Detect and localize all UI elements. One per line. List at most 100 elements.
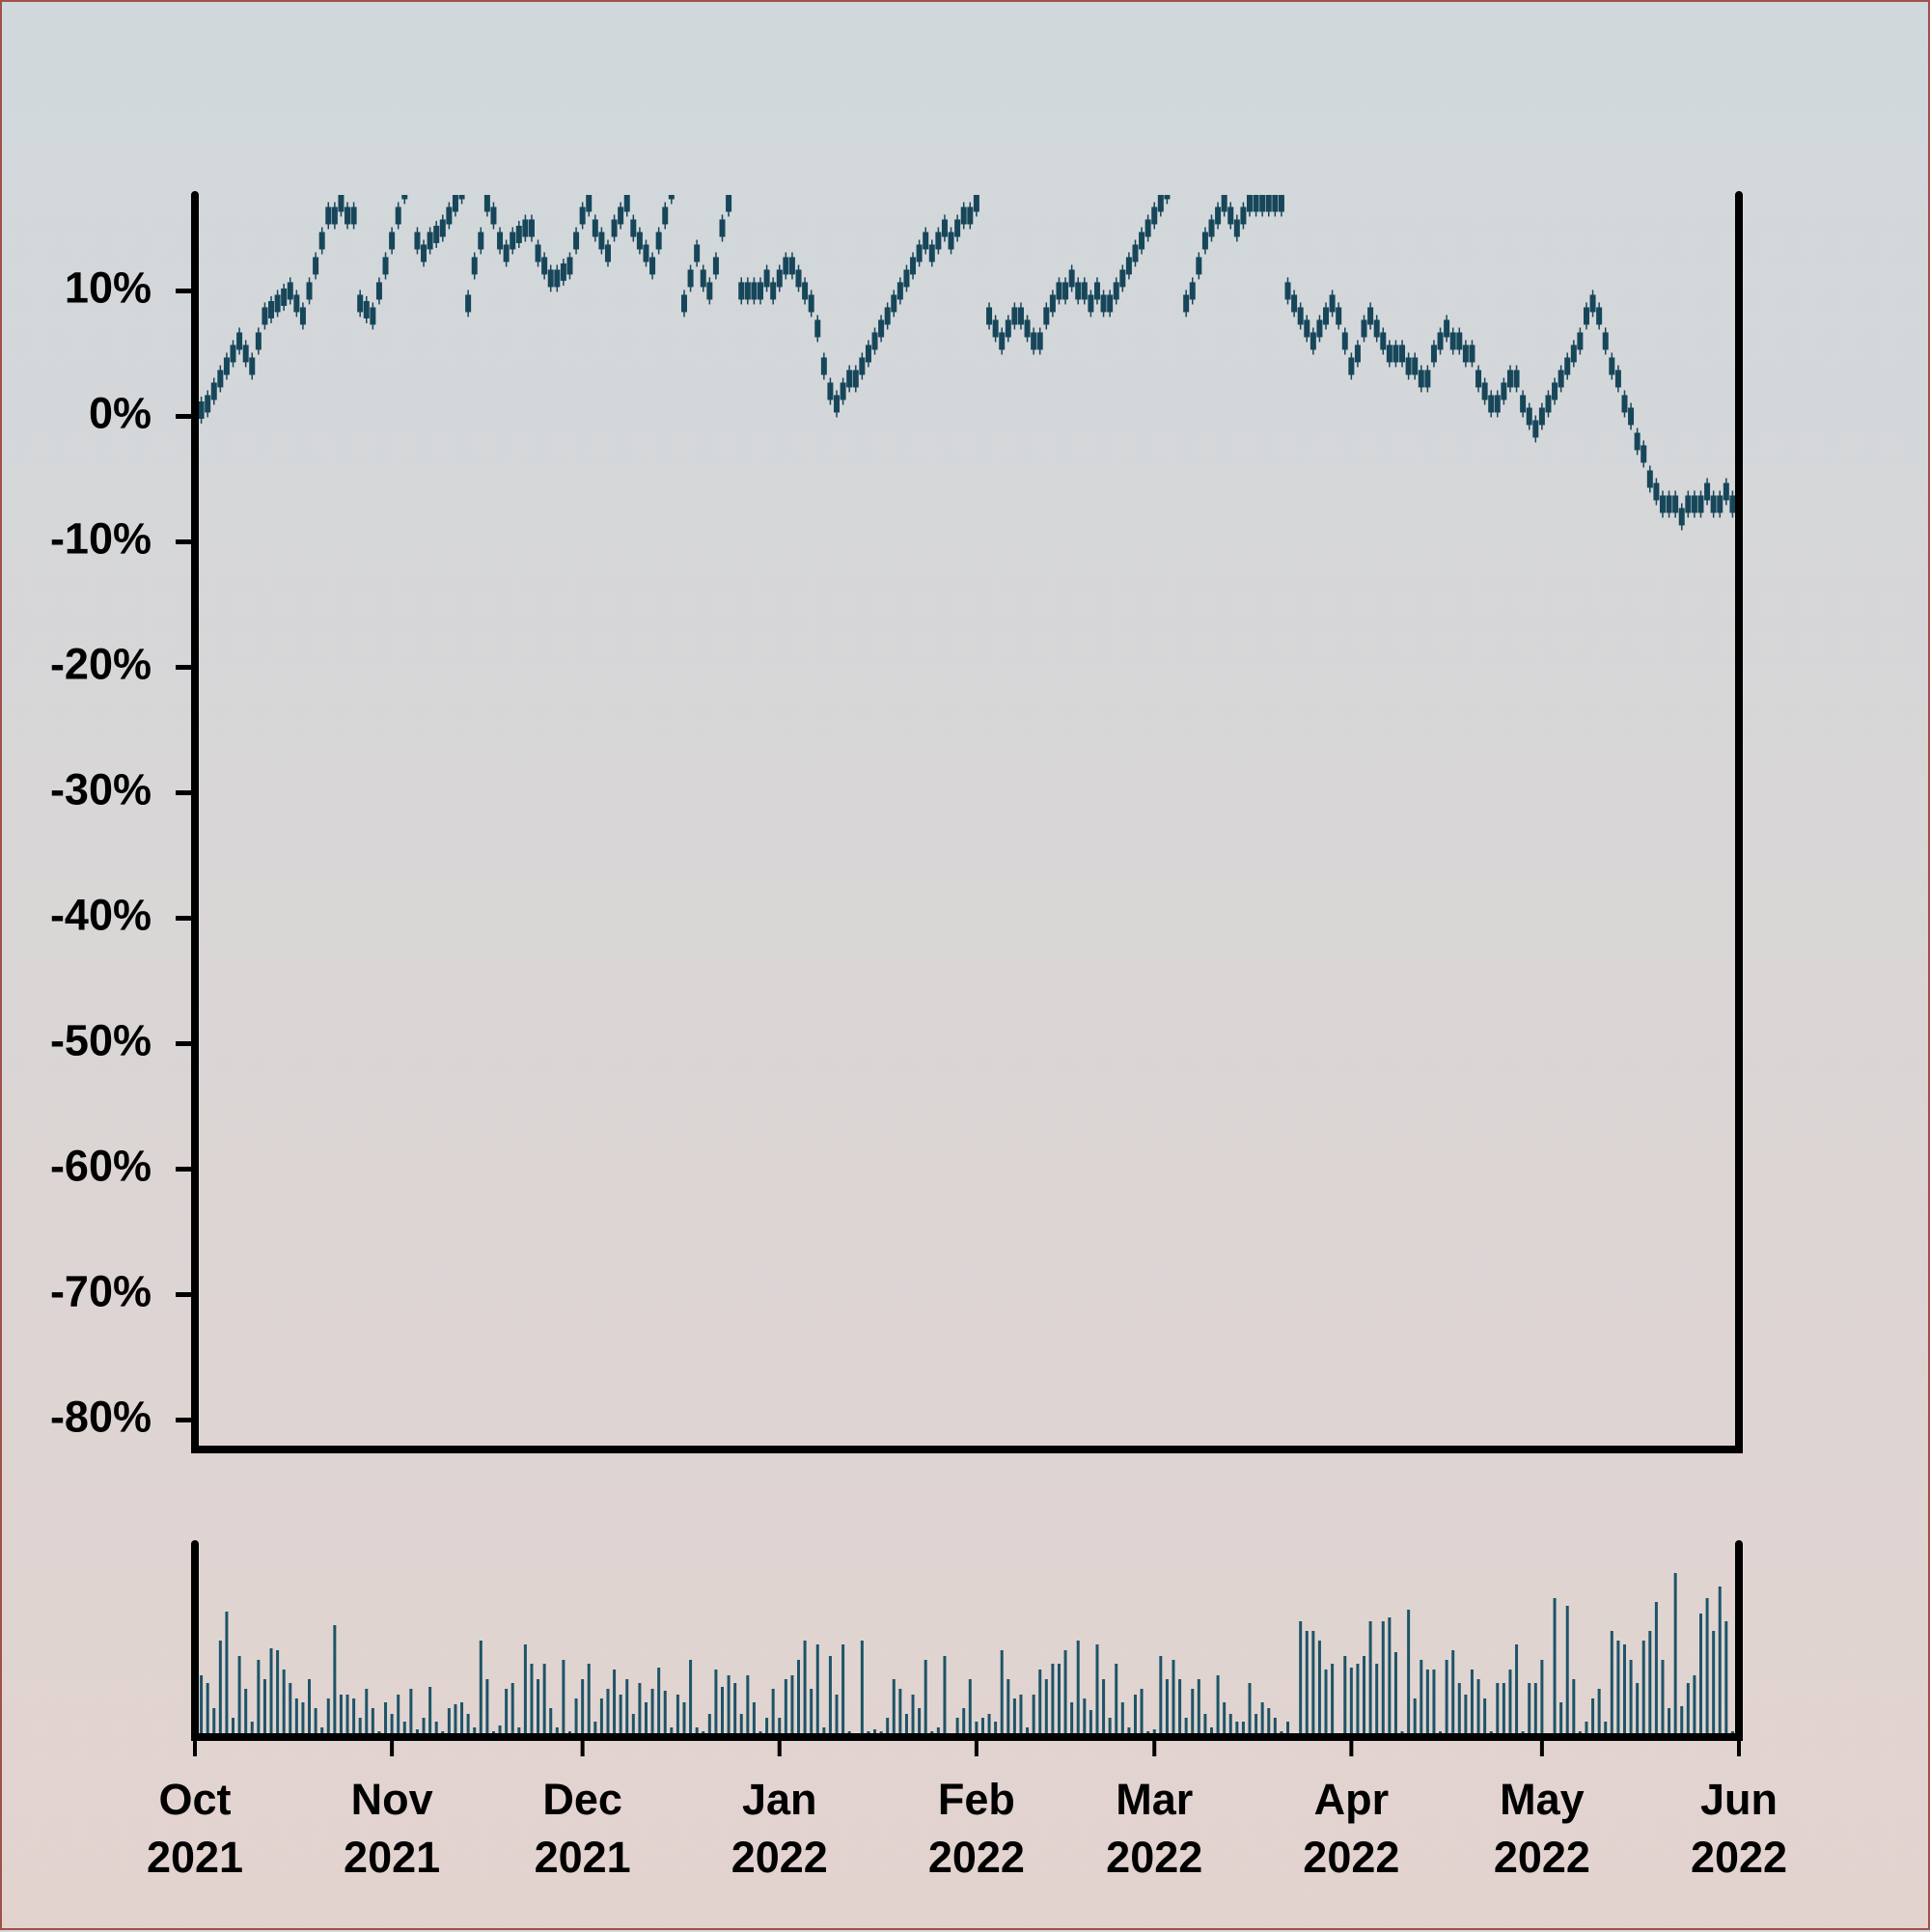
volume-bar xyxy=(955,1718,959,1737)
volume-bar xyxy=(473,1727,477,1737)
volume-bar xyxy=(218,1641,222,1737)
volume-bar xyxy=(1267,1708,1271,1737)
volume-bar xyxy=(936,1727,940,1737)
volume-bar xyxy=(1718,1587,1722,1737)
volume-bar xyxy=(1286,1722,1290,1737)
y-tick-label: -20% xyxy=(50,639,152,688)
volume-bar xyxy=(1019,1695,1023,1737)
volume-bar xyxy=(987,1714,991,1737)
y-tick-label: -60% xyxy=(50,1141,152,1190)
volume-bar xyxy=(1012,1698,1016,1737)
volume-bar xyxy=(244,1689,248,1737)
volume-bar xyxy=(428,1687,432,1737)
volume-bar xyxy=(409,1689,413,1737)
volume-bar xyxy=(1572,1679,1576,1737)
volume-bar xyxy=(593,1722,597,1737)
volume-bar xyxy=(1228,1714,1232,1737)
volume-bar xyxy=(1115,1664,1118,1737)
candle xyxy=(1177,156,1183,174)
volume-bar xyxy=(237,1656,241,1737)
volume-bar xyxy=(727,1675,731,1737)
volume-bar xyxy=(301,1702,305,1737)
volume-bar xyxy=(1641,1641,1645,1737)
volume-bar xyxy=(326,1698,330,1737)
volume-bar xyxy=(613,1670,617,1737)
volume-bar xyxy=(1451,1650,1455,1737)
volume-bar xyxy=(650,1689,654,1737)
volume-bar xyxy=(657,1668,661,1737)
volume-bar xyxy=(485,1679,489,1737)
y-tick-label: 10% xyxy=(65,262,152,312)
volume-bar xyxy=(289,1683,292,1737)
y-tick-label: -10% xyxy=(50,513,152,563)
volume-bar xyxy=(1654,1602,1658,1737)
volume-bar xyxy=(1191,1689,1195,1737)
volume-bar xyxy=(822,1727,826,1737)
volume-bar xyxy=(1724,1621,1728,1737)
volume-bar xyxy=(1470,1670,1474,1737)
volume-bar xyxy=(1393,1652,1397,1737)
volume-bar xyxy=(262,1679,266,1737)
volume-bar xyxy=(644,1702,648,1737)
y-tick-label: -40% xyxy=(50,890,152,939)
x-tick-label: Jun 2022 xyxy=(1690,1775,1788,1882)
volume-bar xyxy=(523,1644,527,1737)
volume-bar xyxy=(1317,1641,1321,1737)
y-tick-label: -80% xyxy=(50,1392,152,1441)
volume-bar xyxy=(282,1670,286,1737)
candle xyxy=(732,169,738,186)
volume-bar xyxy=(695,1727,699,1737)
x-tick-label: Oct 2021 xyxy=(146,1775,244,1882)
volume-bar xyxy=(1216,1675,1220,1737)
volume-bar xyxy=(1375,1664,1379,1737)
volume-bar xyxy=(422,1718,426,1737)
volume-bar xyxy=(1604,1722,1608,1737)
volume-bar xyxy=(1610,1631,1613,1737)
volume-bar xyxy=(1515,1644,1519,1737)
volume-bar xyxy=(599,1698,603,1737)
volume-bar xyxy=(663,1691,667,1737)
volume-bar xyxy=(707,1714,711,1737)
volume-bar xyxy=(943,1656,947,1737)
x-tick-label: Jan 2022 xyxy=(731,1775,828,1882)
volume-bar xyxy=(250,1722,254,1737)
volume-bar xyxy=(968,1679,972,1737)
volume-bar xyxy=(1038,1670,1042,1737)
volume-bar xyxy=(980,1718,984,1737)
volume-bar xyxy=(1223,1702,1227,1737)
volume-bar xyxy=(918,1708,922,1737)
volume-bar xyxy=(619,1695,622,1737)
volume-bar xyxy=(1502,1683,1505,1737)
volume-bar xyxy=(294,1698,298,1737)
volume-bar xyxy=(962,1708,966,1737)
volume-bar xyxy=(1235,1722,1239,1737)
volume-bar xyxy=(746,1675,750,1737)
volume-bar xyxy=(670,1727,674,1737)
y-tick-label: 0% xyxy=(89,388,152,437)
volume-bar xyxy=(1095,1644,1099,1737)
volume-bar xyxy=(358,1718,362,1737)
volume-bar xyxy=(1368,1621,1372,1737)
volume-bar xyxy=(371,1708,374,1737)
y-tick-label: -30% xyxy=(50,764,152,814)
volume-bar xyxy=(212,1708,216,1737)
volume-bar xyxy=(345,1695,349,1737)
candle xyxy=(675,169,680,186)
volume-bar xyxy=(752,1702,756,1737)
volume-bar xyxy=(1197,1679,1200,1737)
volume-bar xyxy=(1241,1722,1245,1737)
volume-bar xyxy=(1331,1664,1335,1737)
volume-bar xyxy=(797,1660,801,1737)
volume-bar xyxy=(892,1679,896,1737)
volume-bar xyxy=(314,1708,317,1737)
volume-bar xyxy=(1508,1670,1512,1737)
volume-bar xyxy=(1305,1631,1309,1737)
volume-bar xyxy=(1496,1683,1500,1737)
volume-bar xyxy=(835,1695,839,1737)
volume-bar xyxy=(365,1689,369,1737)
volume-bar xyxy=(1528,1683,1531,1737)
volume-bar xyxy=(1159,1656,1163,1737)
volume-bar xyxy=(1540,1660,1544,1737)
candle xyxy=(408,169,414,186)
